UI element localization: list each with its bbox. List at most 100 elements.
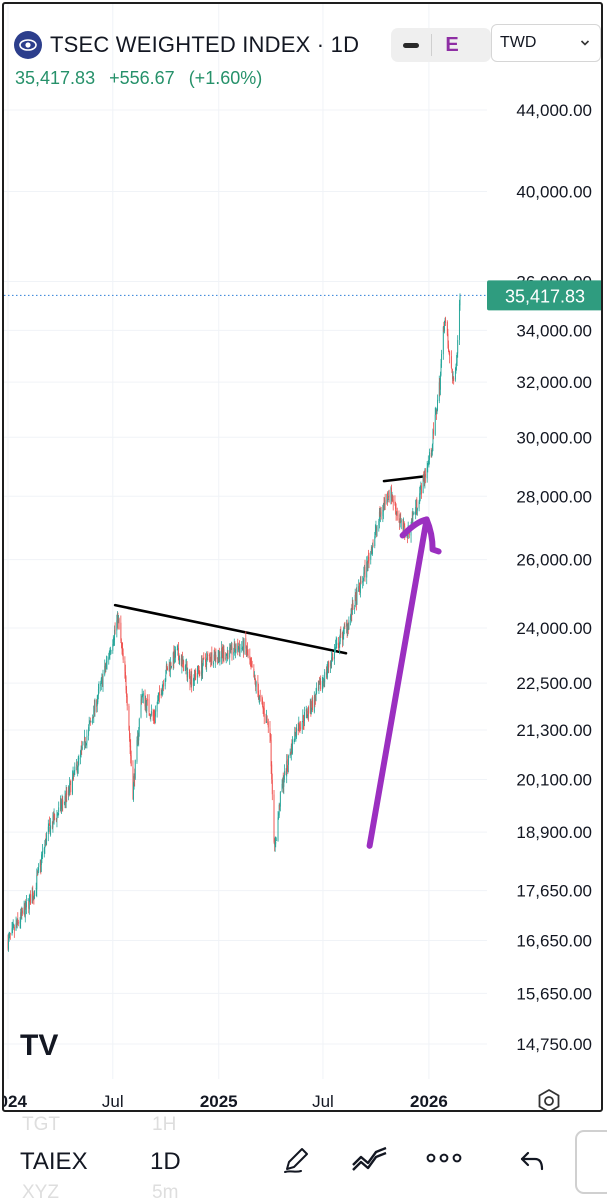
candle-body	[459, 295, 461, 306]
candle-body	[342, 632, 343, 640]
candle-body	[452, 377, 454, 379]
candle-body	[262, 699, 263, 705]
candle-body	[448, 351, 450, 354]
candle-body	[420, 485, 422, 495]
candle-body	[225, 653, 227, 659]
candle-body	[347, 624, 349, 632]
candle-body	[88, 727, 90, 736]
candle-body	[429, 451, 430, 460]
candle-body	[202, 658, 204, 666]
candle-body	[453, 378, 455, 381]
candle-body	[419, 493, 421, 503]
candle-body	[141, 698, 143, 700]
candle-body	[355, 594, 357, 596]
candle-body	[195, 673, 197, 678]
candle-body	[359, 579, 361, 594]
collapse-button[interactable]	[391, 28, 431, 62]
candle-body	[263, 708, 265, 717]
candle-body	[433, 429, 434, 434]
candle-body	[442, 327, 444, 355]
candle-body	[315, 699, 316, 701]
candle-body	[436, 409, 438, 414]
candle-body	[416, 508, 418, 511]
candle-body	[439, 374, 441, 390]
symbol-title[interactable]: TSEC WEIGHTED INDEX · 1D	[50, 32, 360, 57]
candle-body	[153, 716, 155, 718]
candle-body	[145, 702, 147, 710]
candle-body	[182, 658, 184, 662]
candle-body	[420, 486, 422, 489]
candle-body	[142, 694, 144, 697]
candle-body	[293, 740, 295, 742]
candle-body	[129, 737, 131, 748]
price-axis[interactable]: 44,000.0040,000.0036,000.0034,000.0032,0…	[516, 101, 592, 1054]
candle-body	[374, 536, 376, 547]
candle-body	[154, 710, 156, 717]
candle-body	[258, 697, 260, 699]
candle-body	[97, 688, 99, 696]
candle-body	[29, 895, 31, 900]
candle-body	[90, 721, 92, 723]
candle-body	[334, 650, 335, 659]
candle-body	[351, 603, 353, 615]
candle-body	[300, 727, 301, 729]
candle-body	[368, 557, 370, 562]
currency-value: TWD	[500, 34, 537, 51]
candle-body	[312, 699, 314, 710]
candle-body	[321, 680, 323, 691]
candle-body	[61, 801, 63, 805]
candle-body	[372, 545, 374, 547]
candle-body	[40, 858, 42, 866]
candle-body	[444, 320, 445, 332]
candle-body	[452, 373, 453, 380]
panel-tab[interactable]	[575, 1130, 607, 1194]
candle-body	[198, 670, 200, 672]
candle-body	[93, 705, 95, 718]
candle-body	[116, 620, 118, 631]
candle-body	[167, 667, 168, 671]
interval-selector[interactable]: 1D	[150, 1148, 181, 1175]
candle-body	[157, 696, 159, 701]
candle-body	[263, 708, 265, 710]
indicators-icon[interactable]	[351, 1145, 389, 1173]
price-chart[interactable]: 44,000.0040,000.0036,000.0034,000.0032,0…	[4, 4, 603, 1112]
candle-body	[320, 680, 322, 689]
candle-body	[399, 520, 401, 524]
candle-body	[412, 512, 414, 515]
candle-body	[150, 711, 152, 716]
time-axis[interactable]: 2024 Jul 2025 Jul 2026	[4, 1092, 448, 1111]
candle-body	[76, 766, 78, 772]
candle-body	[295, 736, 297, 738]
earnings-button[interactable]: E	[432, 28, 472, 62]
symbol-selector[interactable]: TAIEX	[20, 1148, 88, 1175]
candle-body	[68, 787, 70, 793]
settings-hexagon-icon[interactable]	[536, 1088, 562, 1112]
candle-body	[289, 753, 291, 757]
currency-select[interactable]: TWD	[491, 24, 601, 62]
candle-body	[16, 918, 18, 926]
candle-body	[454, 370, 456, 380]
candle-body	[378, 512, 380, 521]
draw-pencil-icon[interactable]	[281, 1143, 313, 1175]
candle-body	[217, 657, 219, 659]
undo-icon[interactable]	[519, 1147, 547, 1173]
candle-body	[432, 431, 434, 445]
more-icon[interactable]	[425, 1152, 463, 1164]
candle-body	[370, 548, 372, 552]
candle-body	[197, 666, 199, 672]
candle-body	[42, 851, 43, 856]
candle-body	[440, 363, 442, 376]
candle-body	[96, 700, 98, 707]
candle-body	[101, 676, 103, 678]
candle-body	[35, 887, 37, 890]
candle-body	[307, 708, 309, 717]
candle-body	[245, 638, 247, 649]
candle-body	[221, 648, 223, 653]
candle-body	[13, 926, 15, 927]
candle-body	[20, 912, 22, 923]
candle-body	[391, 487, 392, 501]
candle-body	[319, 681, 320, 684]
candle-body	[329, 663, 331, 666]
candle-body	[15, 923, 17, 931]
candle-body	[177, 647, 179, 658]
